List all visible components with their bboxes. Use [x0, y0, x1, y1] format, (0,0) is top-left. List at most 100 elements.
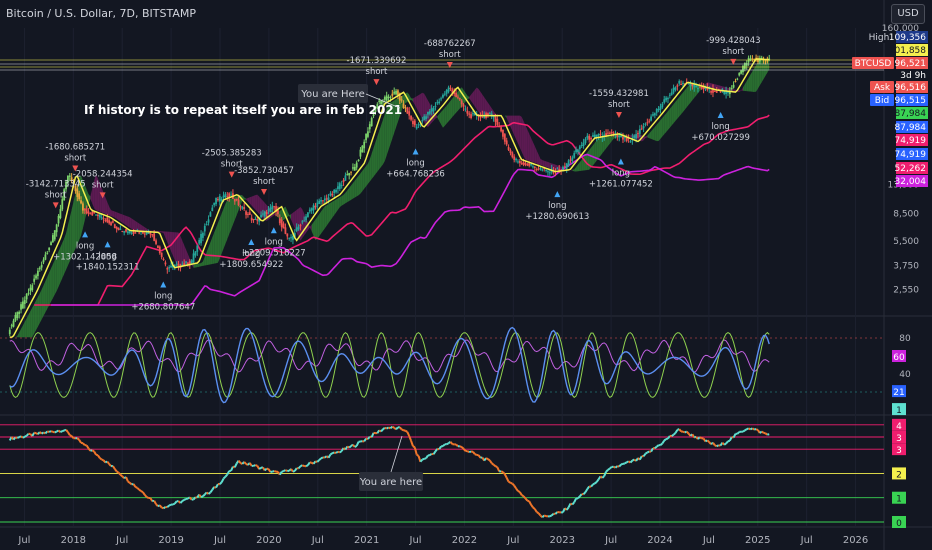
candle-body — [337, 186, 339, 190]
price-tag: BTCUSD — [855, 59, 892, 69]
candle-body — [188, 261, 191, 265]
osc2-segment — [142, 491, 146, 496]
osc2-segment — [659, 442, 663, 446]
cloud-segment — [534, 146, 537, 164]
osc2-segment — [206, 491, 210, 495]
candle-body — [406, 107, 409, 114]
cloud-segment — [139, 223, 142, 231]
price-label: 3d 9h — [900, 71, 926, 81]
cloud-segment — [484, 97, 487, 116]
short-arrow — [261, 189, 267, 196]
osc1-label: 21 — [893, 388, 904, 398]
candle-body — [196, 245, 199, 252]
candle-body — [616, 135, 619, 137]
cloud-segment — [169, 231, 172, 252]
osc2-label-bg — [892, 443, 906, 456]
osc2-segment — [399, 426, 403, 431]
cloud-segment — [321, 208, 323, 234]
cloud-segment — [43, 281, 46, 316]
cloud-segment — [592, 142, 595, 166]
cloud-segment — [673, 101, 676, 124]
candle-body — [164, 262, 167, 265]
cloud-segment — [514, 115, 517, 140]
cloud-segment — [291, 212, 293, 224]
candle-body — [715, 91, 718, 93]
cloud-segment — [441, 109, 443, 128]
osc2-segment — [85, 444, 90, 450]
cloud-segment — [587, 150, 590, 171]
osc2-segment — [620, 462, 624, 466]
candle-body — [751, 58, 754, 60]
candle-body — [612, 132, 615, 134]
osc2-segment — [16, 436, 20, 439]
candle-body — [248, 212, 251, 215]
cloud-segment — [289, 214, 292, 220]
cloud-segment — [66, 225, 68, 270]
candle-body — [586, 135, 589, 139]
osc2-segment — [65, 429, 69, 433]
candle-body — [18, 311, 21, 315]
osc1-label-bg — [892, 350, 906, 362]
cloud-segment — [246, 198, 248, 202]
osc2-segment — [601, 475, 605, 479]
currency-button[interactable]: USD — [891, 4, 925, 24]
osc2-segment — [18, 435, 22, 439]
osc2-segment — [157, 504, 161, 508]
osc2-segment — [532, 506, 536, 510]
cloud-segment — [527, 129, 530, 161]
candle-body — [530, 163, 532, 166]
osc2-segment — [239, 462, 243, 465]
cloud-segment — [754, 65, 757, 92]
cloud-segment — [137, 222, 140, 231]
osc2-segment — [264, 467, 268, 472]
candle-body — [517, 161, 519, 163]
price-tag: Ask — [874, 83, 891, 93]
candle-body — [689, 82, 692, 87]
osc2-segment — [376, 429, 381, 434]
osc2-segment — [573, 498, 577, 503]
candle-body — [584, 139, 587, 143]
candle-body — [233, 199, 236, 202]
long-arrow — [554, 191, 561, 198]
candle-body — [284, 227, 287, 234]
cloud-segment — [572, 169, 575, 172]
cloud-segment — [259, 196, 262, 217]
osc2-segment — [748, 427, 751, 431]
signal-kind: short — [45, 190, 68, 200]
osc2-segment — [97, 454, 101, 459]
price-label-bg — [896, 31, 928, 43]
cloud-segment — [349, 185, 352, 201]
signal-kind: short — [366, 67, 389, 77]
candle-body — [704, 87, 707, 90]
cloud-segment — [60, 242, 63, 283]
candle-body — [308, 209, 311, 212]
cloud-segment — [671, 104, 674, 126]
candle-body — [359, 149, 362, 157]
osc1-label: 60 — [893, 353, 905, 363]
signal-kind: short — [722, 47, 745, 57]
cloud-segment — [757, 58, 760, 89]
candle-body — [12, 320, 15, 327]
candle-body — [173, 264, 176, 267]
candle-body — [35, 275, 37, 279]
candle-body — [312, 205, 315, 211]
price-label-bg — [896, 81, 928, 93]
osc2-segment — [628, 460, 632, 464]
osc2-segment — [539, 514, 544, 519]
candle-body — [149, 231, 152, 235]
short-arrow — [228, 171, 235, 178]
candle-body — [590, 137, 592, 140]
cloud-segment — [664, 113, 667, 135]
candle-body — [224, 193, 227, 198]
osc2-segment — [367, 435, 371, 440]
cloud-segment — [36, 296, 38, 331]
signal-value: -1671.339692 — [347, 56, 407, 66]
cloud-segment — [71, 201, 74, 258]
osc2-segment — [491, 462, 495, 466]
osc1-y-tick: 80 — [899, 334, 911, 344]
cloud-segment — [583, 154, 586, 171]
osc2-segment — [449, 441, 454, 445]
x-tick-label: 2022 — [452, 535, 477, 546]
candle-body — [27, 292, 30, 294]
osc2-segment — [134, 486, 138, 489]
